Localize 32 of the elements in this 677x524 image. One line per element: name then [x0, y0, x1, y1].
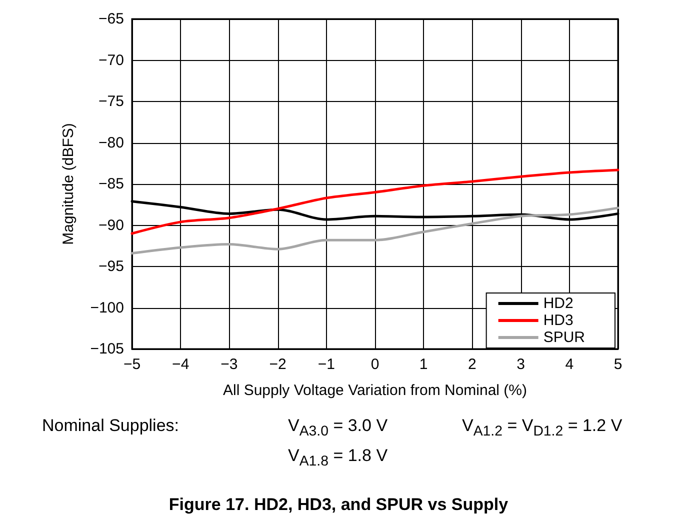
- text: Nominal Supplies:: [42, 416, 180, 436]
- y-tick-label: −105: [90, 340, 124, 358]
- text: V$_{A1.8}$ = 1.8 V: [288, 446, 388, 470]
- x-tick-label: 4: [565, 356, 574, 373]
- text: V$_{A3.0}$ = 3.0 V: [288, 416, 388, 440]
- y-tick-label: −75: [98, 93, 124, 110]
- x-tick-label: −2: [269, 356, 286, 373]
- line-series: [130, 168, 620, 235]
- y-axis-title: Magnitude (dBFS): [60, 123, 77, 245]
- x-tick-label: 5: [614, 356, 622, 373]
- legend-label: SPUR: [543, 329, 586, 346]
- x-tick-label: −5: [123, 356, 141, 373]
- x-tick-label: 0: [370, 356, 380, 373]
- y-tick-label: −80: [98, 134, 124, 152]
- x-tick-label: 2: [468, 356, 476, 373]
- x-tick-label: 1: [419, 356, 428, 373]
- line-series: [130, 206, 620, 255]
- legend-label: HD3: [543, 312, 574, 329]
- y-tick-label: −95: [98, 258, 124, 275]
- x-axis-title: All Supply Voltage Variation from Nominal (%): [222, 382, 528, 399]
- y-tick-label: −100: [90, 299, 124, 316]
- text: Figure 17. HD2, HD3, and SPUR vs Supply: [168, 495, 510, 515]
- text: V$_{A1.2}$ = V$_{D1.2}$ = 1.2 V: [462, 416, 622, 440]
- x-tick-label: −1: [318, 356, 335, 373]
- x-tick-label: 3: [516, 356, 525, 373]
- y-tick-label: −85: [98, 176, 124, 192]
- x-tick-label: −4: [172, 356, 190, 373]
- y-tick-label: −65: [98, 10, 124, 28]
- y-tick-label: −90: [98, 216, 124, 234]
- x-tick-label: −3: [220, 356, 238, 373]
- y-tick-label: −70: [98, 52, 124, 69]
- legend-label: HD2: [543, 295, 574, 312]
